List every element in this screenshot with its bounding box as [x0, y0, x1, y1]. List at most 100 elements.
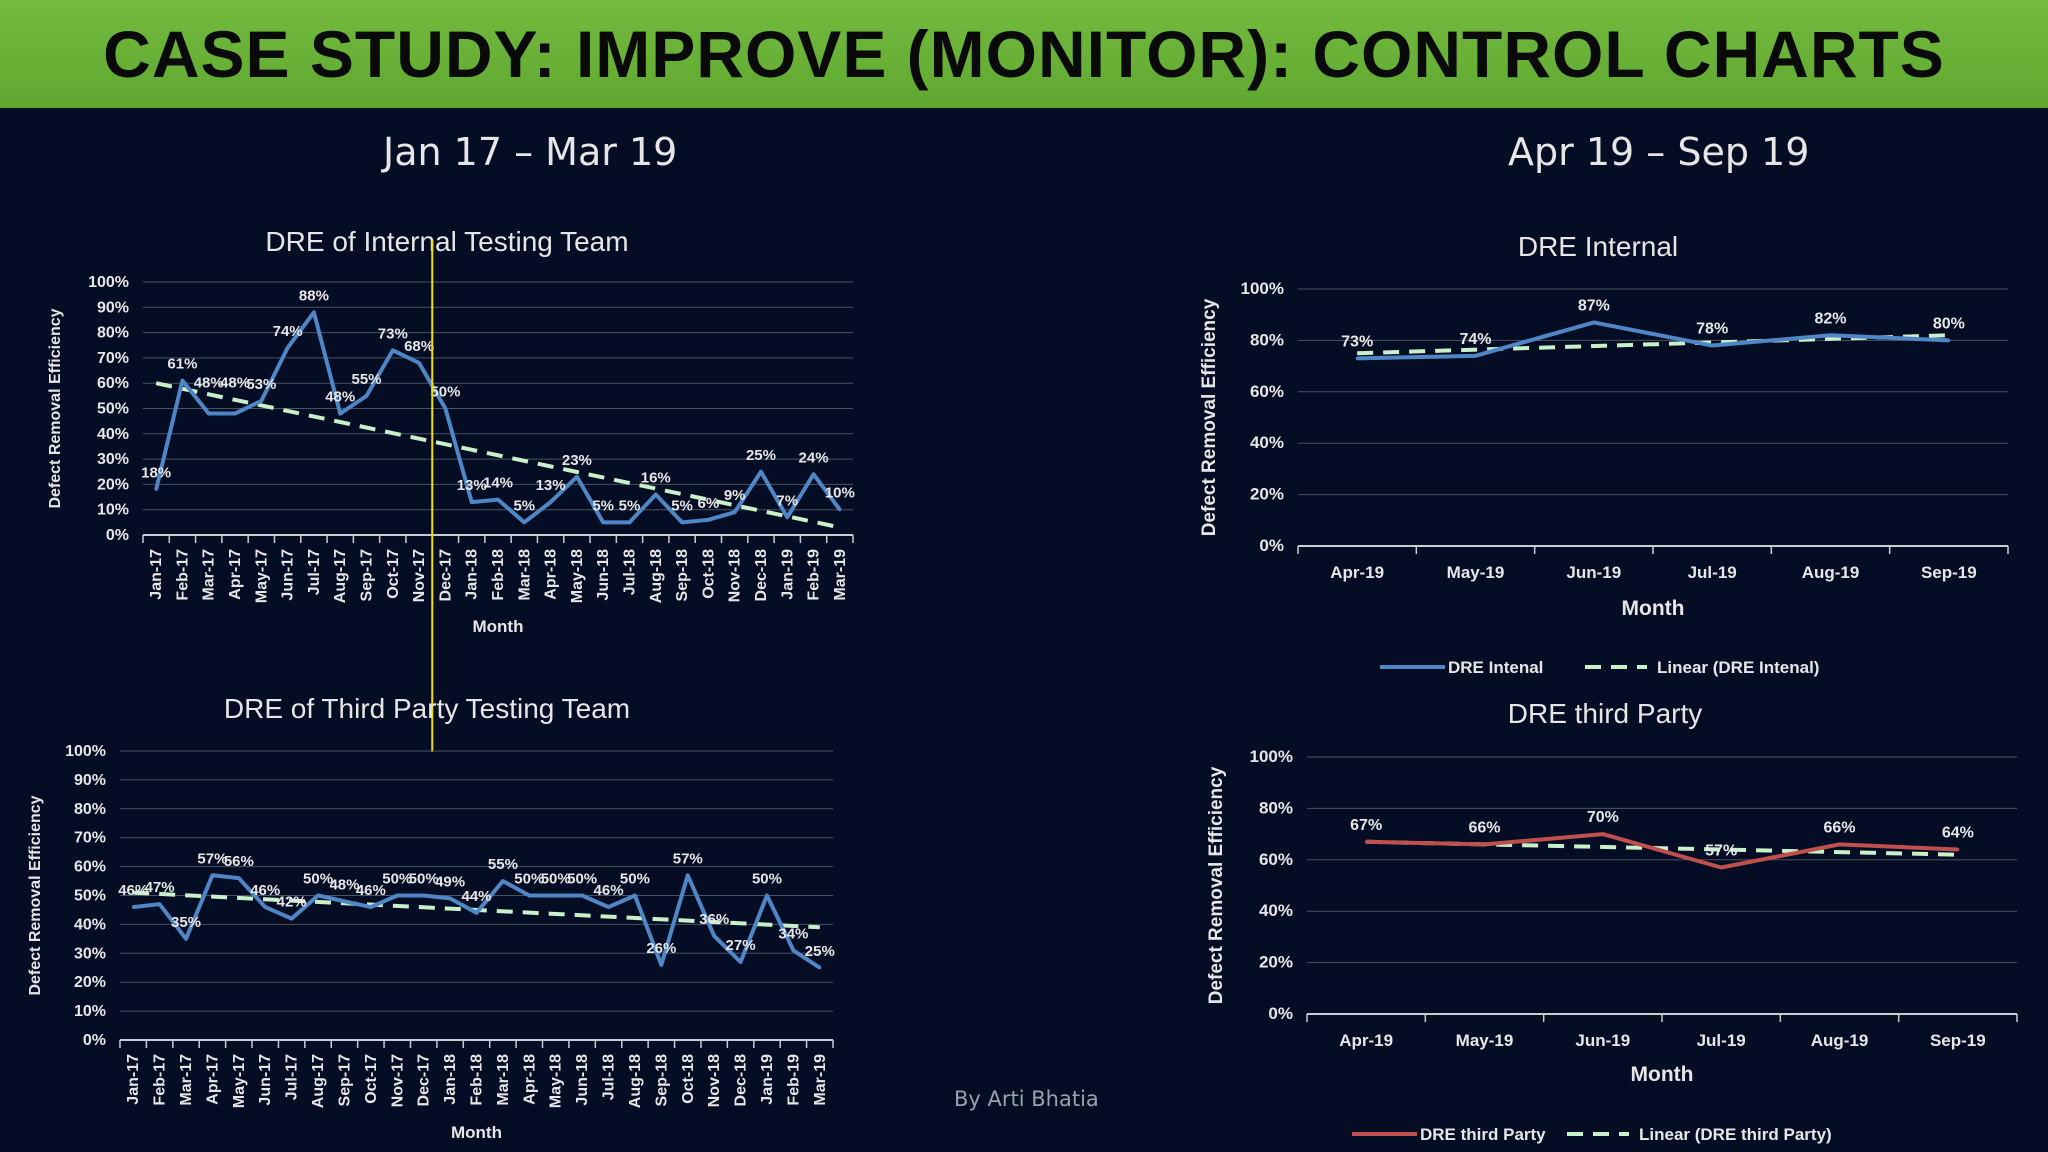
chart1-x-tick-label: Nov-17 [389, 1054, 406, 1107]
chart1-data-point [554, 894, 558, 897]
chart2-x-axis-title: Month [1622, 597, 1685, 620]
chart2-y-tick-label: 20% [1250, 485, 1284, 504]
chart1-x-tick-label: Feb-18 [469, 1054, 486, 1106]
chart0-x-tick-label: Aug-17 [332, 549, 349, 603]
chart1-y-tick-label: 50% [74, 888, 106, 905]
chart0-data-point [627, 520, 631, 524]
chart0-y-tick-label: 100% [88, 274, 129, 291]
chart1-data-label: 34% [778, 925, 808, 942]
chart0-x-tick-label: Jul-18 [621, 549, 638, 595]
chart0-data-label: 50% [430, 384, 460, 401]
chart3-data-label: 57% [1705, 843, 1737, 860]
chart2-data-point [1474, 354, 1477, 358]
chart0-x-tick-label: Jan-19 [779, 549, 796, 600]
chart1-data-label: 57% [673, 850, 703, 867]
chart3-x-tick-label: Apr-19 [1339, 1031, 1393, 1050]
chart1-data-point [395, 894, 399, 897]
chart3-legend-series-label: DRE third Party [1420, 1125, 1546, 1144]
chart1-data-label: 49% [435, 873, 465, 890]
chart0-y-tick-label: 50% [97, 401, 129, 418]
chart1-data-point [791, 948, 795, 952]
chart0-data-point [575, 475, 579, 479]
chart2-legend-series-label: DRE Intenal [1448, 658, 1543, 677]
chart3-y-tick-label: 20% [1259, 953, 1293, 972]
chart3-series-line [1366, 832, 1958, 870]
chart0-x-tick-label: Nov-17 [411, 549, 428, 602]
chart3-data-point [1719, 866, 1723, 870]
chart3-data-point [1364, 840, 1368, 844]
chart0-y-tick-label: 70% [97, 350, 129, 367]
chart2-series-line [1357, 320, 1949, 361]
chart0-data-label: 48% [220, 375, 250, 392]
chart0-x-tick-label: Dec-18 [753, 549, 770, 602]
chart1-x-tick-label: Jul-17 [284, 1054, 301, 1100]
chart1-x-tick-label: Nov-18 [706, 1054, 723, 1107]
period-heading-right: Apr 19 – Sep 19 [1508, 130, 1810, 174]
chart0-data-label: 68% [404, 338, 434, 355]
chart2-y-tick-label: 40% [1250, 433, 1284, 452]
chart1-x-tick-label: Jun-18 [574, 1054, 591, 1106]
chart0-data-label: 23% [562, 452, 592, 469]
author-credit: By Arti Bhatia [954, 1087, 1099, 1111]
chart0-data-point [365, 394, 369, 398]
chart1-data-point [158, 902, 162, 906]
chart0-data-point [259, 399, 263, 403]
chart3-data-point [1483, 842, 1486, 846]
chart1-x-tick-label: Dec-18 [733, 1054, 750, 1107]
chart1-x-tick-label: Jul-18 [601, 1054, 618, 1100]
chart3-data-label: 64% [1942, 825, 1974, 842]
chart1-x-tick-label: Apr-17 [204, 1054, 221, 1105]
chart1-data-point [131, 905, 135, 909]
chart0-data-label: 55% [352, 371, 382, 388]
chart2-data-point [1592, 320, 1596, 324]
chart1-x-tick-label: Dec-17 [416, 1054, 433, 1107]
chart0-data-label: 6% [698, 495, 720, 512]
chart0-y-tick-label: 80% [97, 325, 129, 342]
chart0-data-point [207, 412, 211, 416]
chart3-data-point [1838, 842, 1841, 846]
chart0-data-label: 73% [378, 325, 408, 342]
chart0-x-tick-label: Feb-18 [490, 549, 507, 601]
chart0-data-label: 48% [325, 389, 355, 406]
chart0-x-tick-label: Feb-17 [174, 549, 191, 601]
chart1-data-point [342, 899, 346, 903]
chart1-title: DRE of Third Party Testing Team [224, 693, 630, 724]
chart1-data-point [739, 960, 743, 964]
chart0-data-label: 88% [299, 287, 329, 304]
chart1-data-label: 55% [488, 856, 518, 873]
chart0-data-label: 5% [592, 497, 614, 514]
chart0-y-tick-label: 30% [97, 451, 129, 468]
chart1-data-point [263, 905, 267, 909]
chart2-title: DRE Internal [1518, 231, 1678, 262]
chart0-data-label: 5% [513, 497, 535, 514]
chart0-x-tick-label: May-18 [569, 549, 586, 603]
chart1-x-tick-label: Jan-18 [442, 1054, 459, 1105]
chart1-data-point [369, 905, 373, 909]
chart1-data-label: 46% [356, 882, 386, 899]
chart0-data-point [470, 500, 474, 504]
chart0-data-label: 14% [483, 475, 513, 492]
chart0-data-point [391, 348, 395, 352]
chart0-data-label: 61% [167, 356, 197, 373]
chart0-x-tick-label: Sep-17 [359, 549, 376, 602]
chart0-x-tick-label: Apr-18 [543, 549, 560, 600]
chart3-x-tick-label: Jun-19 [1575, 1031, 1630, 1050]
chart0-data-point [154, 487, 158, 491]
chart0-x-tick-label: Feb-19 [806, 549, 823, 601]
chart0-x-axis-title: Month [473, 617, 524, 636]
chart2-trendline [1357, 333, 1949, 356]
chart0-y-tick-label: 90% [97, 299, 129, 316]
chart0-data-point [706, 518, 710, 522]
chart0-x-tick-label: Jun-18 [595, 549, 612, 601]
chart0-data-label: 9% [724, 487, 746, 504]
chart0-data-point [549, 500, 553, 504]
chart0-data-label: 53% [246, 376, 276, 393]
chart1-x-tick-label: Apr-18 [521, 1054, 538, 1105]
chart2-y-tick-label: 0% [1259, 536, 1284, 555]
chart0-data-label: 10% [825, 485, 855, 502]
chart1-y-tick-label: 10% [74, 1003, 106, 1020]
chart2-legend-trend-label: Linear (DRE Intenal) [1657, 658, 1819, 677]
chart1-data-label: 27% [726, 937, 756, 954]
chart1-data-label: 50% [514, 871, 544, 888]
